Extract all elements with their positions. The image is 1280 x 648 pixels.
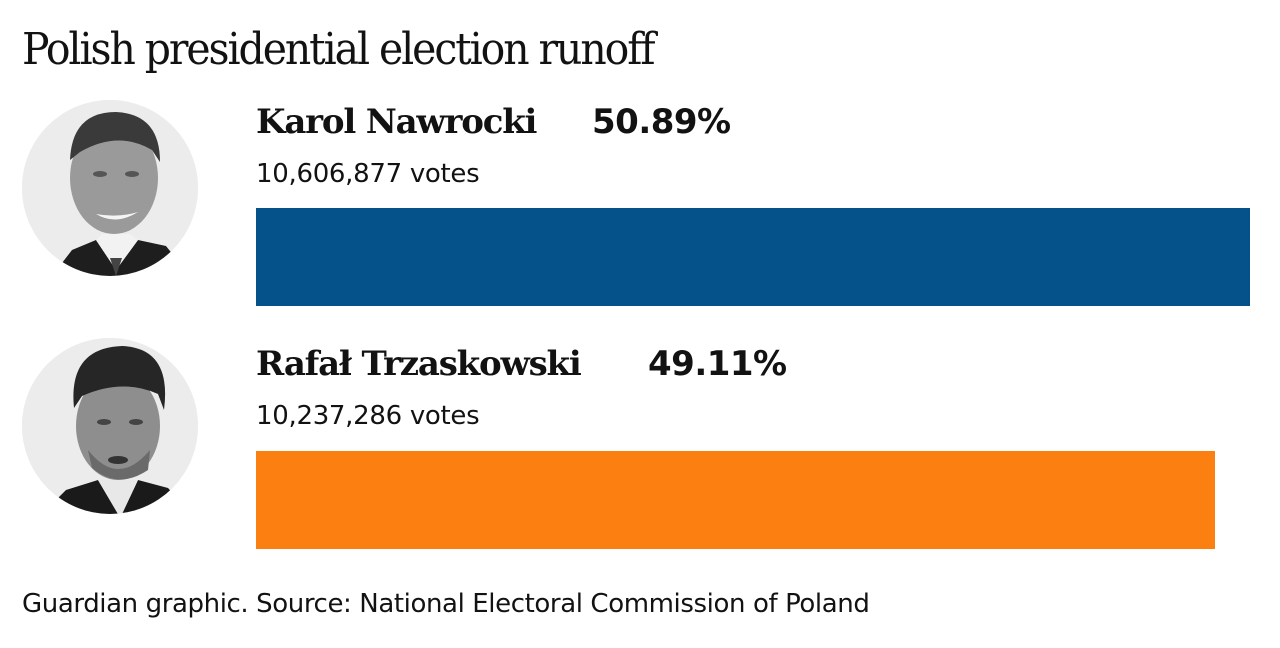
candidate-2-percent: 49.11%: [648, 344, 787, 384]
candidate-2-avatar: [22, 338, 198, 514]
candidate-1-avatar: [22, 100, 198, 276]
candidate-2-bar: [256, 451, 1215, 549]
portrait-icon: [22, 100, 198, 276]
candidate-1-votes: 10,606,877 votes: [256, 159, 480, 189]
portrait-icon: [22, 338, 198, 514]
source-note: Guardian graphic. Source: National Elect…: [22, 589, 870, 619]
candidate-2-votes: 10,237,286 votes: [256, 401, 480, 431]
candidate-1-name: Karol Nawrocki: [256, 102, 537, 142]
candidate-1-bar: [256, 208, 1250, 306]
candidate-2-name: Rafał Trzaskowski: [256, 344, 582, 384]
chart-title: Polish presidential election runoff: [22, 24, 656, 75]
candidate-1-percent: 50.89%: [592, 102, 731, 142]
